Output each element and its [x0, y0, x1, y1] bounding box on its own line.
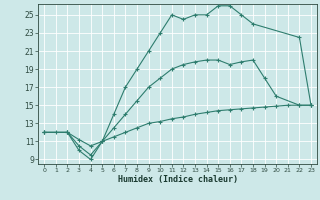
X-axis label: Humidex (Indice chaleur): Humidex (Indice chaleur) [118, 175, 238, 184]
